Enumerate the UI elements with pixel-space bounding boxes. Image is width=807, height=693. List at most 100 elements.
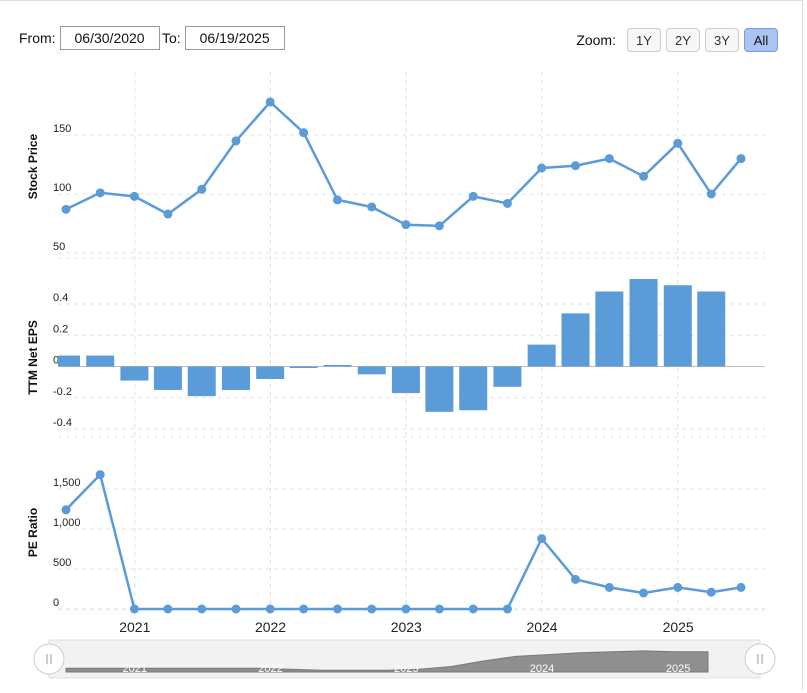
y-tick-label: -0.2 bbox=[53, 386, 72, 398]
handle-circle bbox=[744, 643, 776, 675]
navigator-tick-label: 2023 bbox=[394, 663, 418, 675]
y-axis-title: TTM Net EPS bbox=[26, 320, 40, 395]
x-tick-label: 2025 bbox=[663, 619, 694, 635]
stock-price-point bbox=[673, 138, 683, 148]
pe-ratio-point bbox=[401, 604, 411, 614]
navigator-left-handle[interactable] bbox=[33, 643, 65, 675]
zoom-label: Zoom: bbox=[576, 32, 616, 48]
pe-ratio-point bbox=[434, 604, 444, 614]
eps-bar bbox=[629, 279, 658, 367]
x-tick-label: 2021 bbox=[119, 619, 150, 635]
y-tick-label: 0 bbox=[53, 597, 59, 609]
pe-ratio-point bbox=[299, 604, 309, 614]
pe-ratio-point bbox=[197, 604, 207, 614]
pe-ratio-point bbox=[367, 604, 377, 614]
y-tick-label: 100 bbox=[53, 182, 71, 194]
stock-price-point bbox=[502, 198, 512, 208]
y-tick-label: 500 bbox=[53, 557, 71, 569]
eps-bar bbox=[256, 366, 285, 379]
pe-ratio-point bbox=[95, 470, 105, 480]
pe-ratio-point bbox=[639, 588, 649, 598]
y-tick-label: 0.4 bbox=[53, 292, 68, 304]
stock-price-point bbox=[332, 195, 342, 205]
pe-ratio-point bbox=[571, 574, 581, 584]
stock-price-point bbox=[537, 163, 547, 173]
eps-bar bbox=[425, 366, 454, 412]
pe-ratio-line bbox=[65, 472, 742, 611]
pe-ratio-point bbox=[163, 604, 173, 614]
to-range: To: 06/19/2025 bbox=[162, 26, 285, 50]
stock-price-point bbox=[736, 154, 746, 164]
stock-price-point bbox=[604, 154, 614, 164]
stock-price-line bbox=[65, 100, 742, 228]
zoom-controls: Zoom: 1Y 2Y 3Y All bbox=[576, 28, 778, 52]
y-tick-label: 1,500 bbox=[53, 477, 81, 489]
handle-circle bbox=[33, 643, 65, 675]
stock-price-point bbox=[197, 184, 207, 194]
x-tick-label: 2023 bbox=[391, 619, 422, 635]
y-axis-title: PE Ratio bbox=[26, 508, 40, 557]
pe-ratio-point bbox=[231, 604, 241, 614]
stock-price-point bbox=[571, 161, 581, 171]
navigator-tick-label: 2022 bbox=[258, 663, 282, 675]
zoom-3y-button[interactable]: 3Y bbox=[705, 28, 739, 52]
pe-ratio-point bbox=[332, 604, 342, 614]
zoom-1y-button[interactable]: 1Y bbox=[627, 28, 661, 52]
navigator-right-handle[interactable] bbox=[744, 643, 776, 675]
eps-bar bbox=[697, 291, 726, 367]
stock-price-point bbox=[299, 128, 309, 138]
x-tick-label: 2024 bbox=[526, 619, 557, 635]
pe-ratio-point bbox=[706, 587, 716, 597]
eps-bar bbox=[527, 344, 556, 367]
stock-price-point bbox=[434, 221, 444, 231]
from-label: From: bbox=[19, 30, 56, 46]
pe-ratio-point bbox=[265, 604, 275, 614]
pe-ratio-point bbox=[537, 534, 547, 544]
stock-price-point bbox=[468, 191, 478, 201]
eps-bar bbox=[86, 355, 115, 367]
eps-bar bbox=[120, 366, 149, 381]
eps-bar bbox=[187, 366, 216, 397]
y-tick-label: 1,000 bbox=[53, 517, 81, 529]
pe-ratio-point bbox=[468, 604, 478, 614]
eps-bar bbox=[595, 291, 624, 367]
stock-price-point bbox=[231, 136, 241, 146]
eps-bar bbox=[323, 364, 352, 367]
from-date-input[interactable]: 06/30/2020 bbox=[59, 26, 160, 50]
y-tick-label: 0.2 bbox=[53, 323, 68, 335]
eps-bar bbox=[663, 285, 692, 367]
y-tick-label: -0.4 bbox=[53, 417, 72, 429]
navigator-series bbox=[65, 650, 709, 673]
pe-ratio-point bbox=[129, 604, 139, 614]
eps-bar bbox=[459, 366, 488, 411]
stock-price-point bbox=[706, 189, 716, 199]
eps-bar bbox=[391, 366, 420, 394]
stock-price-point bbox=[95, 188, 105, 198]
stock-price-point bbox=[639, 171, 649, 181]
stock-price-point bbox=[129, 191, 139, 201]
to-label: To: bbox=[162, 30, 181, 46]
pe-ratio-point bbox=[502, 604, 512, 614]
eps-bar bbox=[221, 366, 250, 390]
stock-price-point bbox=[163, 209, 173, 219]
from-range: From: 06/30/2020 bbox=[19, 26, 160, 50]
zoom-2y-button[interactable]: 2Y bbox=[666, 28, 700, 52]
x-tick-label: 2022 bbox=[255, 619, 286, 635]
navigator-tick-label: 2024 bbox=[530, 663, 554, 675]
eps-bar bbox=[357, 366, 386, 375]
zoom-all-button[interactable]: All bbox=[744, 28, 778, 52]
to-date-input[interactable]: 06/19/2025 bbox=[184, 26, 285, 50]
y-tick-label: 50 bbox=[53, 241, 65, 253]
pe-ratio-point bbox=[673, 582, 683, 592]
navigator-tick-label: 2025 bbox=[666, 663, 690, 675]
eps-bar bbox=[289, 366, 318, 368]
pe-ratio-point bbox=[61, 505, 71, 515]
eps-bar bbox=[153, 366, 182, 390]
stock-price-point bbox=[265, 97, 275, 107]
stock-price-point bbox=[61, 204, 71, 214]
eps-bar bbox=[58, 355, 80, 367]
y-tick-label: 150 bbox=[53, 123, 71, 135]
pe-ratio-point bbox=[604, 582, 614, 592]
pe-ratio-point bbox=[736, 582, 746, 592]
